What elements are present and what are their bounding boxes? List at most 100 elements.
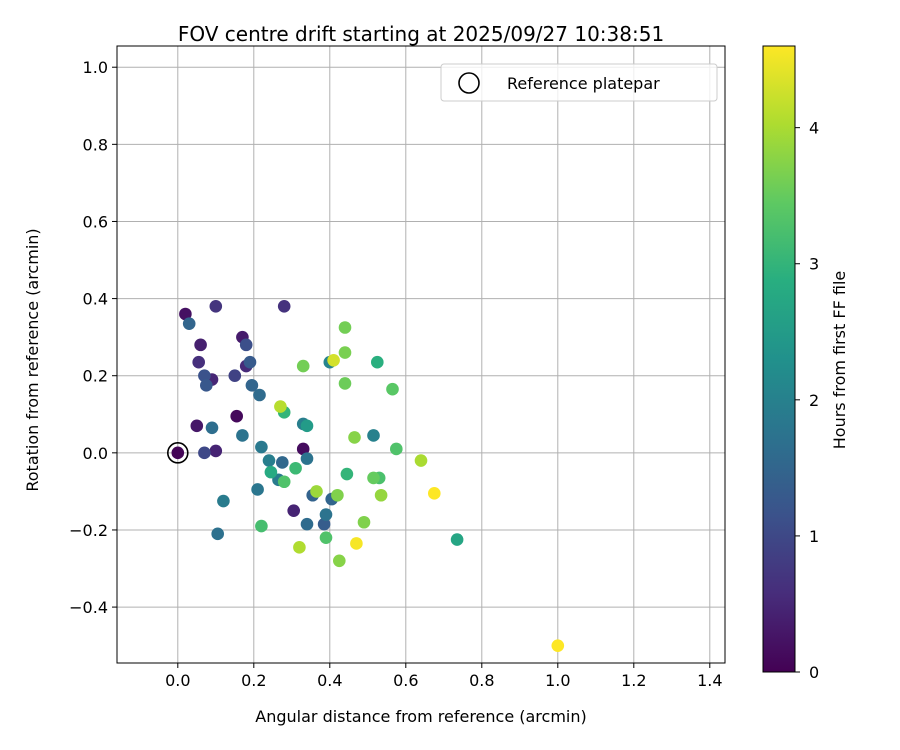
colorbar: 0 1 2 3 4 Hours from first FF file xyxy=(762,45,849,682)
data-point xyxy=(264,465,278,479)
y-axis-label: Rotation from reference (arcmin) xyxy=(23,228,42,491)
data-point xyxy=(262,454,276,467)
data-point xyxy=(236,429,249,442)
data-point xyxy=(287,504,301,517)
grid xyxy=(117,46,725,663)
data-point xyxy=(230,409,243,423)
data-point xyxy=(276,456,289,469)
data-point xyxy=(450,533,464,546)
data-point xyxy=(274,400,287,413)
data-point xyxy=(296,442,310,456)
colorbar-tick-label: 2 xyxy=(809,391,819,410)
data-point xyxy=(338,346,352,359)
x-tick-label: 1.2 xyxy=(621,671,646,690)
x-tick-label: 1.4 xyxy=(697,671,722,690)
y-tick-label: 0.0 xyxy=(83,444,108,463)
data-point xyxy=(317,517,331,531)
data-point xyxy=(245,379,259,392)
y-tick-label: −0.2 xyxy=(69,521,108,540)
legend-label: Reference platepar xyxy=(507,74,660,93)
colorbar-tick-label: 0 xyxy=(809,663,819,682)
data-point xyxy=(319,508,333,521)
data-point xyxy=(200,379,213,392)
data-point xyxy=(194,338,207,352)
data-point xyxy=(390,442,403,456)
data-point xyxy=(371,355,384,369)
data-point xyxy=(255,519,268,533)
x-axis: 0.0 0.2 0.4 0.6 0.8 1.0 1.2 1.4 xyxy=(165,663,723,690)
legend-marker-icon xyxy=(458,72,480,94)
y-tick-label: 0.6 xyxy=(83,212,108,231)
data-point xyxy=(289,461,302,475)
data-point xyxy=(239,338,253,352)
data-point xyxy=(331,488,344,502)
data-point xyxy=(228,369,242,383)
data-point xyxy=(300,452,314,465)
data-point xyxy=(338,377,352,390)
data-point xyxy=(414,454,428,467)
y-tick-label: −0.4 xyxy=(69,598,108,617)
data-point xyxy=(357,515,371,529)
data-point xyxy=(192,355,205,369)
colorbar-label: Hours from first FF file xyxy=(830,271,849,450)
data-point xyxy=(211,527,224,541)
y-tick-label: 0.4 xyxy=(83,290,108,309)
data-point xyxy=(293,541,306,554)
data-point xyxy=(333,554,346,568)
data-point xyxy=(179,307,192,321)
data-point xyxy=(340,467,354,481)
data-point xyxy=(428,487,441,500)
data-point xyxy=(367,471,380,485)
x-tick-label: 0.6 xyxy=(393,671,418,690)
data-point xyxy=(367,429,380,442)
data-point xyxy=(198,369,211,383)
data-point xyxy=(190,419,204,433)
data-point xyxy=(198,446,211,460)
reference-layer xyxy=(167,442,189,464)
x-tick-label: 0.2 xyxy=(241,671,266,690)
data-point xyxy=(551,639,565,652)
plot-frame xyxy=(116,45,726,664)
colorbar-tick-label: 4 xyxy=(809,119,819,138)
legend-box xyxy=(440,63,718,102)
data-point xyxy=(253,388,266,402)
x-axis-label: Angular distance from reference (arcmin) xyxy=(255,707,586,726)
data-point xyxy=(310,485,323,498)
y-axis: −0.4 −0.2 0.0 0.2 0.4 0.6 0.8 1.0 xyxy=(69,58,117,617)
data-point xyxy=(209,444,223,458)
x-tick-label: 0.8 xyxy=(469,671,494,690)
data-point xyxy=(327,353,340,367)
x-tick-label: 0.4 xyxy=(317,671,342,690)
data-point xyxy=(277,475,291,489)
data-point xyxy=(182,317,196,330)
data-point xyxy=(255,440,268,454)
data-point xyxy=(350,537,363,550)
data-point xyxy=(338,321,352,334)
data-point xyxy=(300,419,314,433)
colorbar-tick-label: 3 xyxy=(809,255,819,274)
y-tick-label: 0.2 xyxy=(83,367,108,386)
reference-platepar-marker xyxy=(167,442,189,464)
legend: Reference platepar xyxy=(440,63,718,102)
data-point xyxy=(277,299,291,313)
colorbar-gradient xyxy=(762,45,796,673)
data-point xyxy=(217,494,230,508)
y-tick-label: 0.8 xyxy=(83,135,108,154)
data-point xyxy=(374,488,388,502)
data-point xyxy=(243,355,257,369)
x-tick-label: 0.0 xyxy=(165,671,190,690)
data-point xyxy=(296,359,310,373)
data-points xyxy=(171,299,565,652)
y-tick-label: 1.0 xyxy=(83,58,108,77)
x-tick-label: 1.0 xyxy=(545,671,570,690)
colorbar-tick-label: 1 xyxy=(809,527,819,546)
data-point xyxy=(171,446,185,460)
data-point xyxy=(251,483,264,496)
data-point xyxy=(205,421,219,435)
data-point xyxy=(348,431,361,444)
data-point xyxy=(386,382,399,396)
data-point xyxy=(300,517,314,531)
data-point xyxy=(319,531,333,544)
data-point xyxy=(209,299,223,313)
